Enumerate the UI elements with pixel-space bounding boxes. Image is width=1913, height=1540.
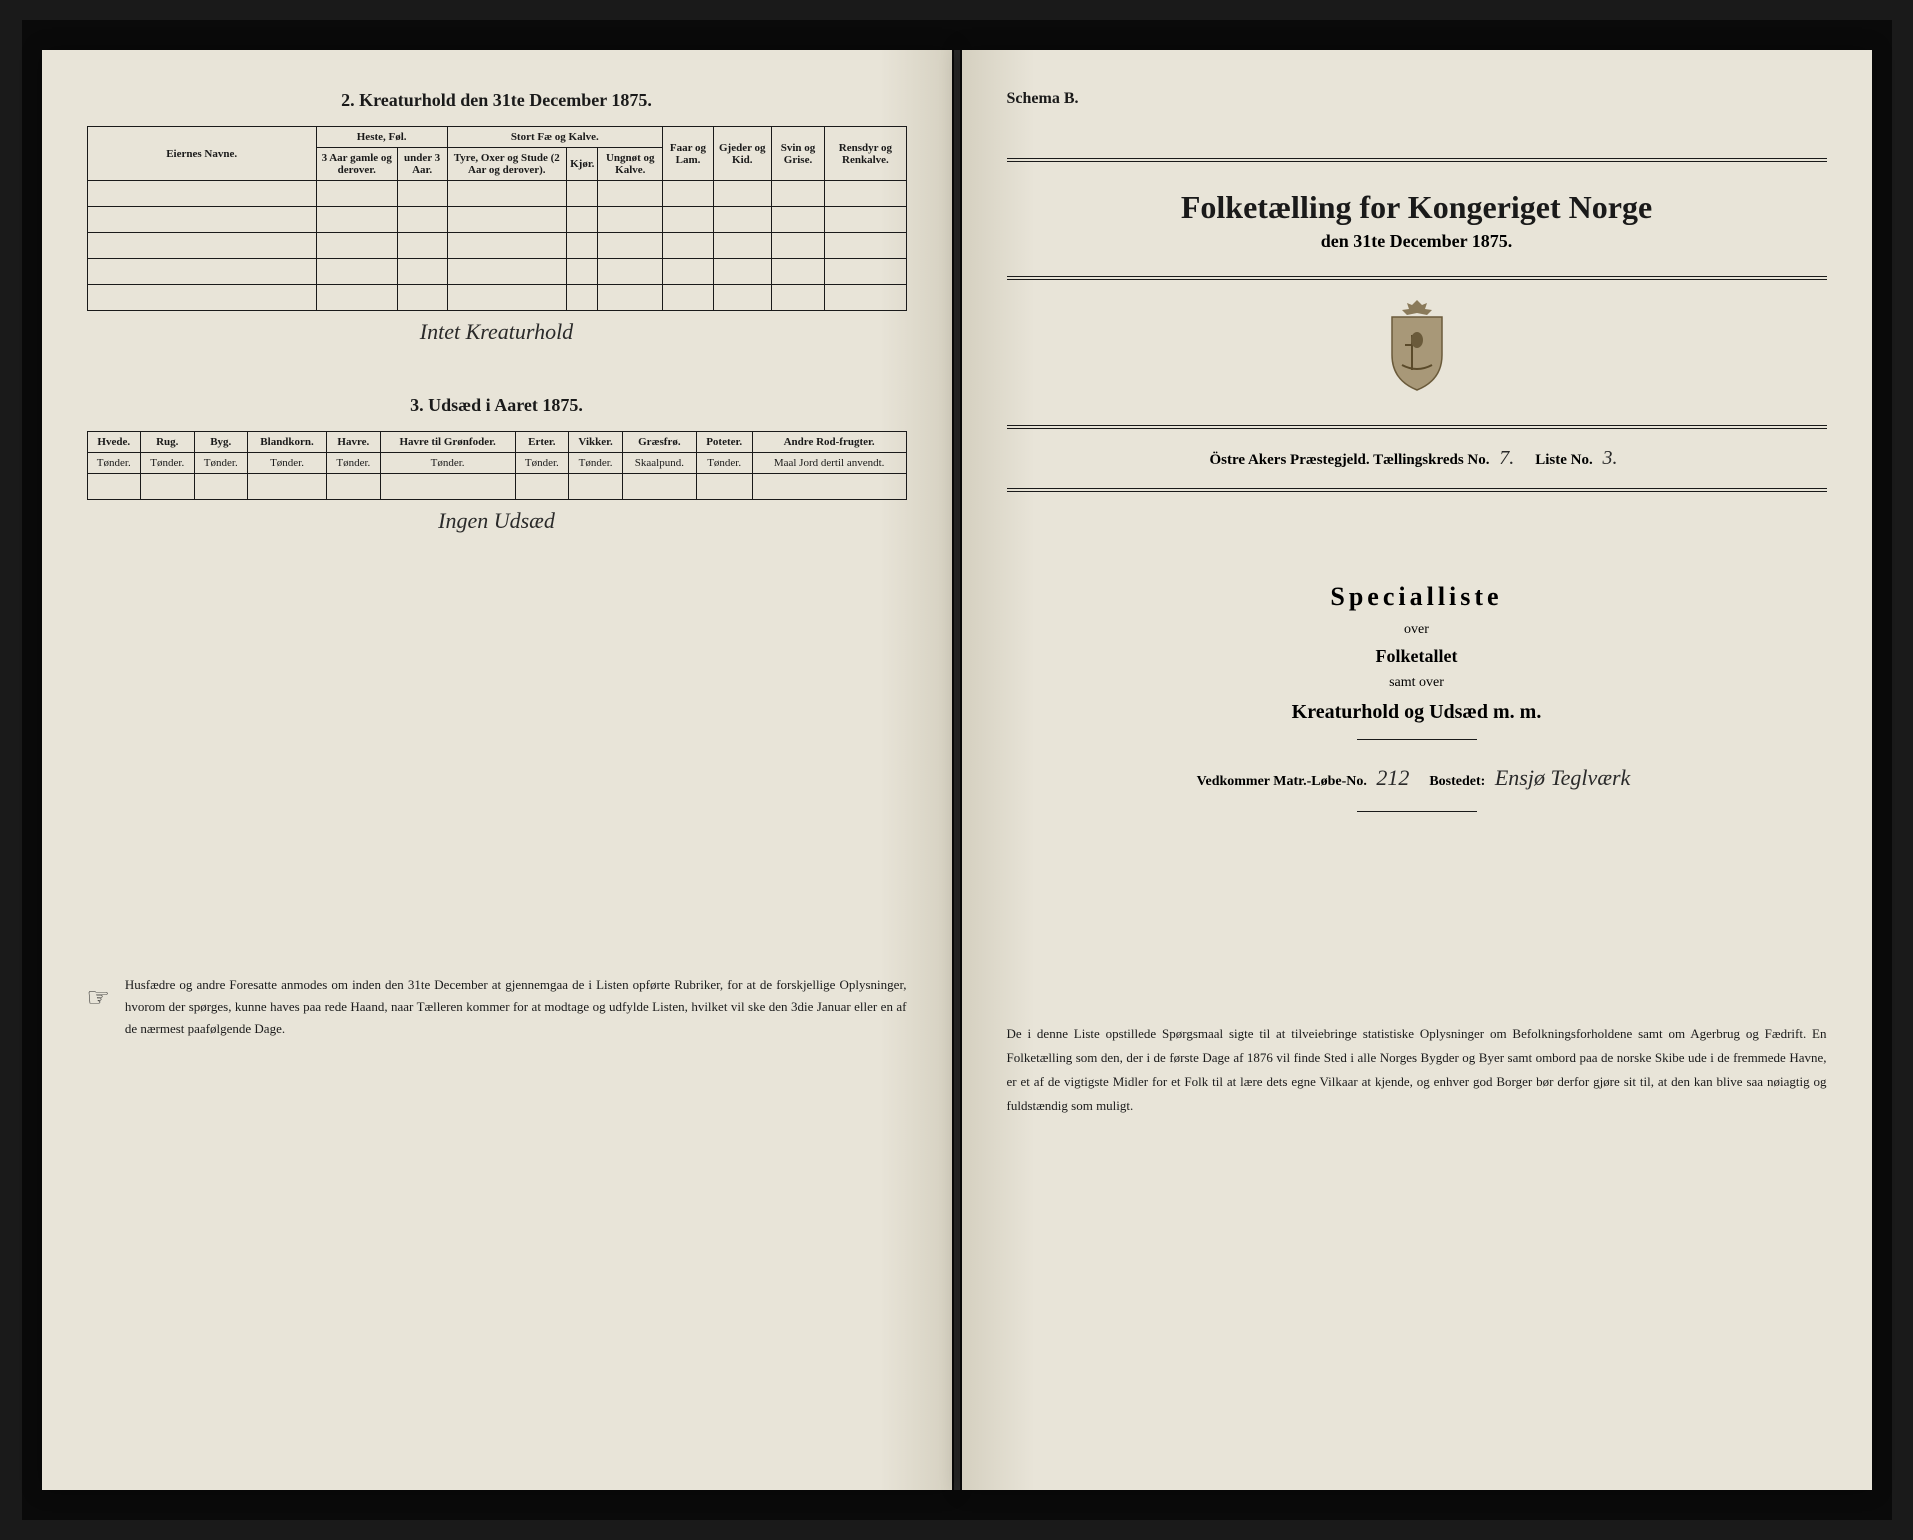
c7: Erter.	[515, 432, 569, 453]
matr-label-b: Bostedet:	[1429, 774, 1485, 789]
col-cattle-b: Kjør.	[567, 148, 598, 181]
u6: Tønder.	[380, 453, 515, 474]
coat-of-arms-icon	[1007, 295, 1827, 400]
col-owner: Eiernes Navne.	[87, 127, 316, 181]
book-spine	[954, 50, 960, 1490]
handwritten-note-2: Intet Kreaturhold	[87, 319, 907, 345]
col-pig: Svin og Grise.	[771, 127, 825, 181]
col-sheep: Faar og Lam.	[663, 127, 714, 181]
c9: Græsfrø.	[623, 432, 696, 453]
liste-no: 3.	[1603, 447, 1618, 470]
left-page: 2. Kreaturhold den 31te December 1875. E…	[42, 50, 952, 1490]
u2: Tønder.	[141, 453, 195, 474]
section2-title: 2. Kreaturhold den 31te December 1875.	[87, 90, 907, 111]
table-row	[87, 207, 906, 233]
u9: Skaalpund.	[623, 453, 696, 474]
pointing-hand-icon: ☞	[87, 974, 110, 1040]
c6: Havre til Grønfoder.	[380, 432, 515, 453]
specialliste-title: Specialliste	[1007, 582, 1827, 612]
grp-cattle: Stort Fæ og Kalve.	[447, 127, 663, 148]
u3: Tønder.	[194, 453, 248, 474]
right-page: Schema B. Folketælling for Kongeriget No…	[962, 50, 1872, 1490]
c10: Poteter.	[696, 432, 752, 453]
col-horse-a: 3 Aar gamle og derover.	[316, 148, 397, 181]
c5: Havre.	[327, 432, 381, 453]
grp-horse: Heste, Føl.	[316, 127, 447, 148]
table-row	[87, 181, 906, 207]
c8: Vikker.	[569, 432, 623, 453]
over-label: over	[1007, 622, 1827, 638]
sub-date: den 31te December 1875.	[1007, 231, 1827, 264]
handwritten-note-3: Ingen Udsæd	[87, 508, 907, 534]
col-horse-b: under 3 Aar.	[397, 148, 447, 181]
table-udsaed: Hvede. Rug. Byg. Blandkorn. Havre. Havre…	[87, 431, 907, 500]
u7: Tønder.	[515, 453, 569, 474]
c1: Hvede.	[87, 432, 141, 453]
book-spread: 2. Kreaturhold den 31te December 1875. E…	[22, 20, 1892, 1520]
kreatur-label: Kreaturhold og Udsæd m. m.	[1007, 701, 1827, 724]
footnote-block: ☞ Husfædre og andre Foresatte anmodes om…	[87, 974, 907, 1040]
u10: Tønder.	[696, 453, 752, 474]
col-cattle-a: Tyre, Oxer og Stude (2 Aar og derover).	[447, 148, 567, 181]
u4: Tønder.	[248, 453, 327, 474]
col-cattle-c: Ungnøt og Kalve.	[598, 148, 663, 181]
schema-label: Schema B.	[1007, 90, 1827, 108]
liste-label: Liste No.	[1535, 452, 1593, 468]
main-title: Folketælling for Kongeriget Norge	[1007, 174, 1827, 231]
c4: Blandkorn.	[248, 432, 327, 453]
matr-line: Vedkommer Matr.-Løbe-No. 212 Bostedet: E…	[1007, 765, 1827, 791]
table-row	[87, 259, 906, 285]
table-row	[87, 233, 906, 259]
u5: Tønder.	[327, 453, 381, 474]
matr-no: 212	[1376, 765, 1409, 791]
c3: Byg.	[194, 432, 248, 453]
matr-label-a: Vedkommer Matr.-Løbe-No.	[1197, 774, 1367, 789]
bottom-paragraph: De i denne Liste opstillede Spørgsmaal s…	[1007, 1022, 1827, 1118]
col-reindeer: Rensdyr og Renkalve.	[825, 127, 906, 181]
folketallet-label: Folketallet	[1007, 646, 1827, 667]
parish-label: Östre Akers Præstegjeld. Tællingskreds N…	[1210, 452, 1490, 468]
bosted: Ensjø Teglværk	[1495, 765, 1630, 791]
table-row	[87, 474, 906, 500]
table-kreaturhold: Eiernes Navne. Heste, Føl. Stort Fæ og K…	[87, 126, 907, 311]
u11: Maal Jord dertil anvendt.	[752, 453, 906, 474]
c11: Andre Rod-frugter.	[752, 432, 906, 453]
parish-line: Östre Akers Præstegjeld. Tællingskreds N…	[1007, 439, 1827, 478]
u8: Tønder.	[569, 453, 623, 474]
u1: Tønder.	[87, 453, 141, 474]
col-goat: Gjeder og Kid.	[713, 127, 771, 181]
c2: Rug.	[141, 432, 195, 453]
kreds-no: 7.	[1499, 447, 1514, 470]
table-row	[87, 285, 906, 311]
samt-label: samt over	[1007, 675, 1827, 691]
footnote-text: Husfædre og andre Foresatte anmodes om i…	[125, 974, 907, 1040]
section3-title: 3. Udsæd i Aaret 1875.	[87, 395, 907, 416]
title-block: Folketælling for Kongeriget Norge den 31…	[1007, 158, 1827, 280]
